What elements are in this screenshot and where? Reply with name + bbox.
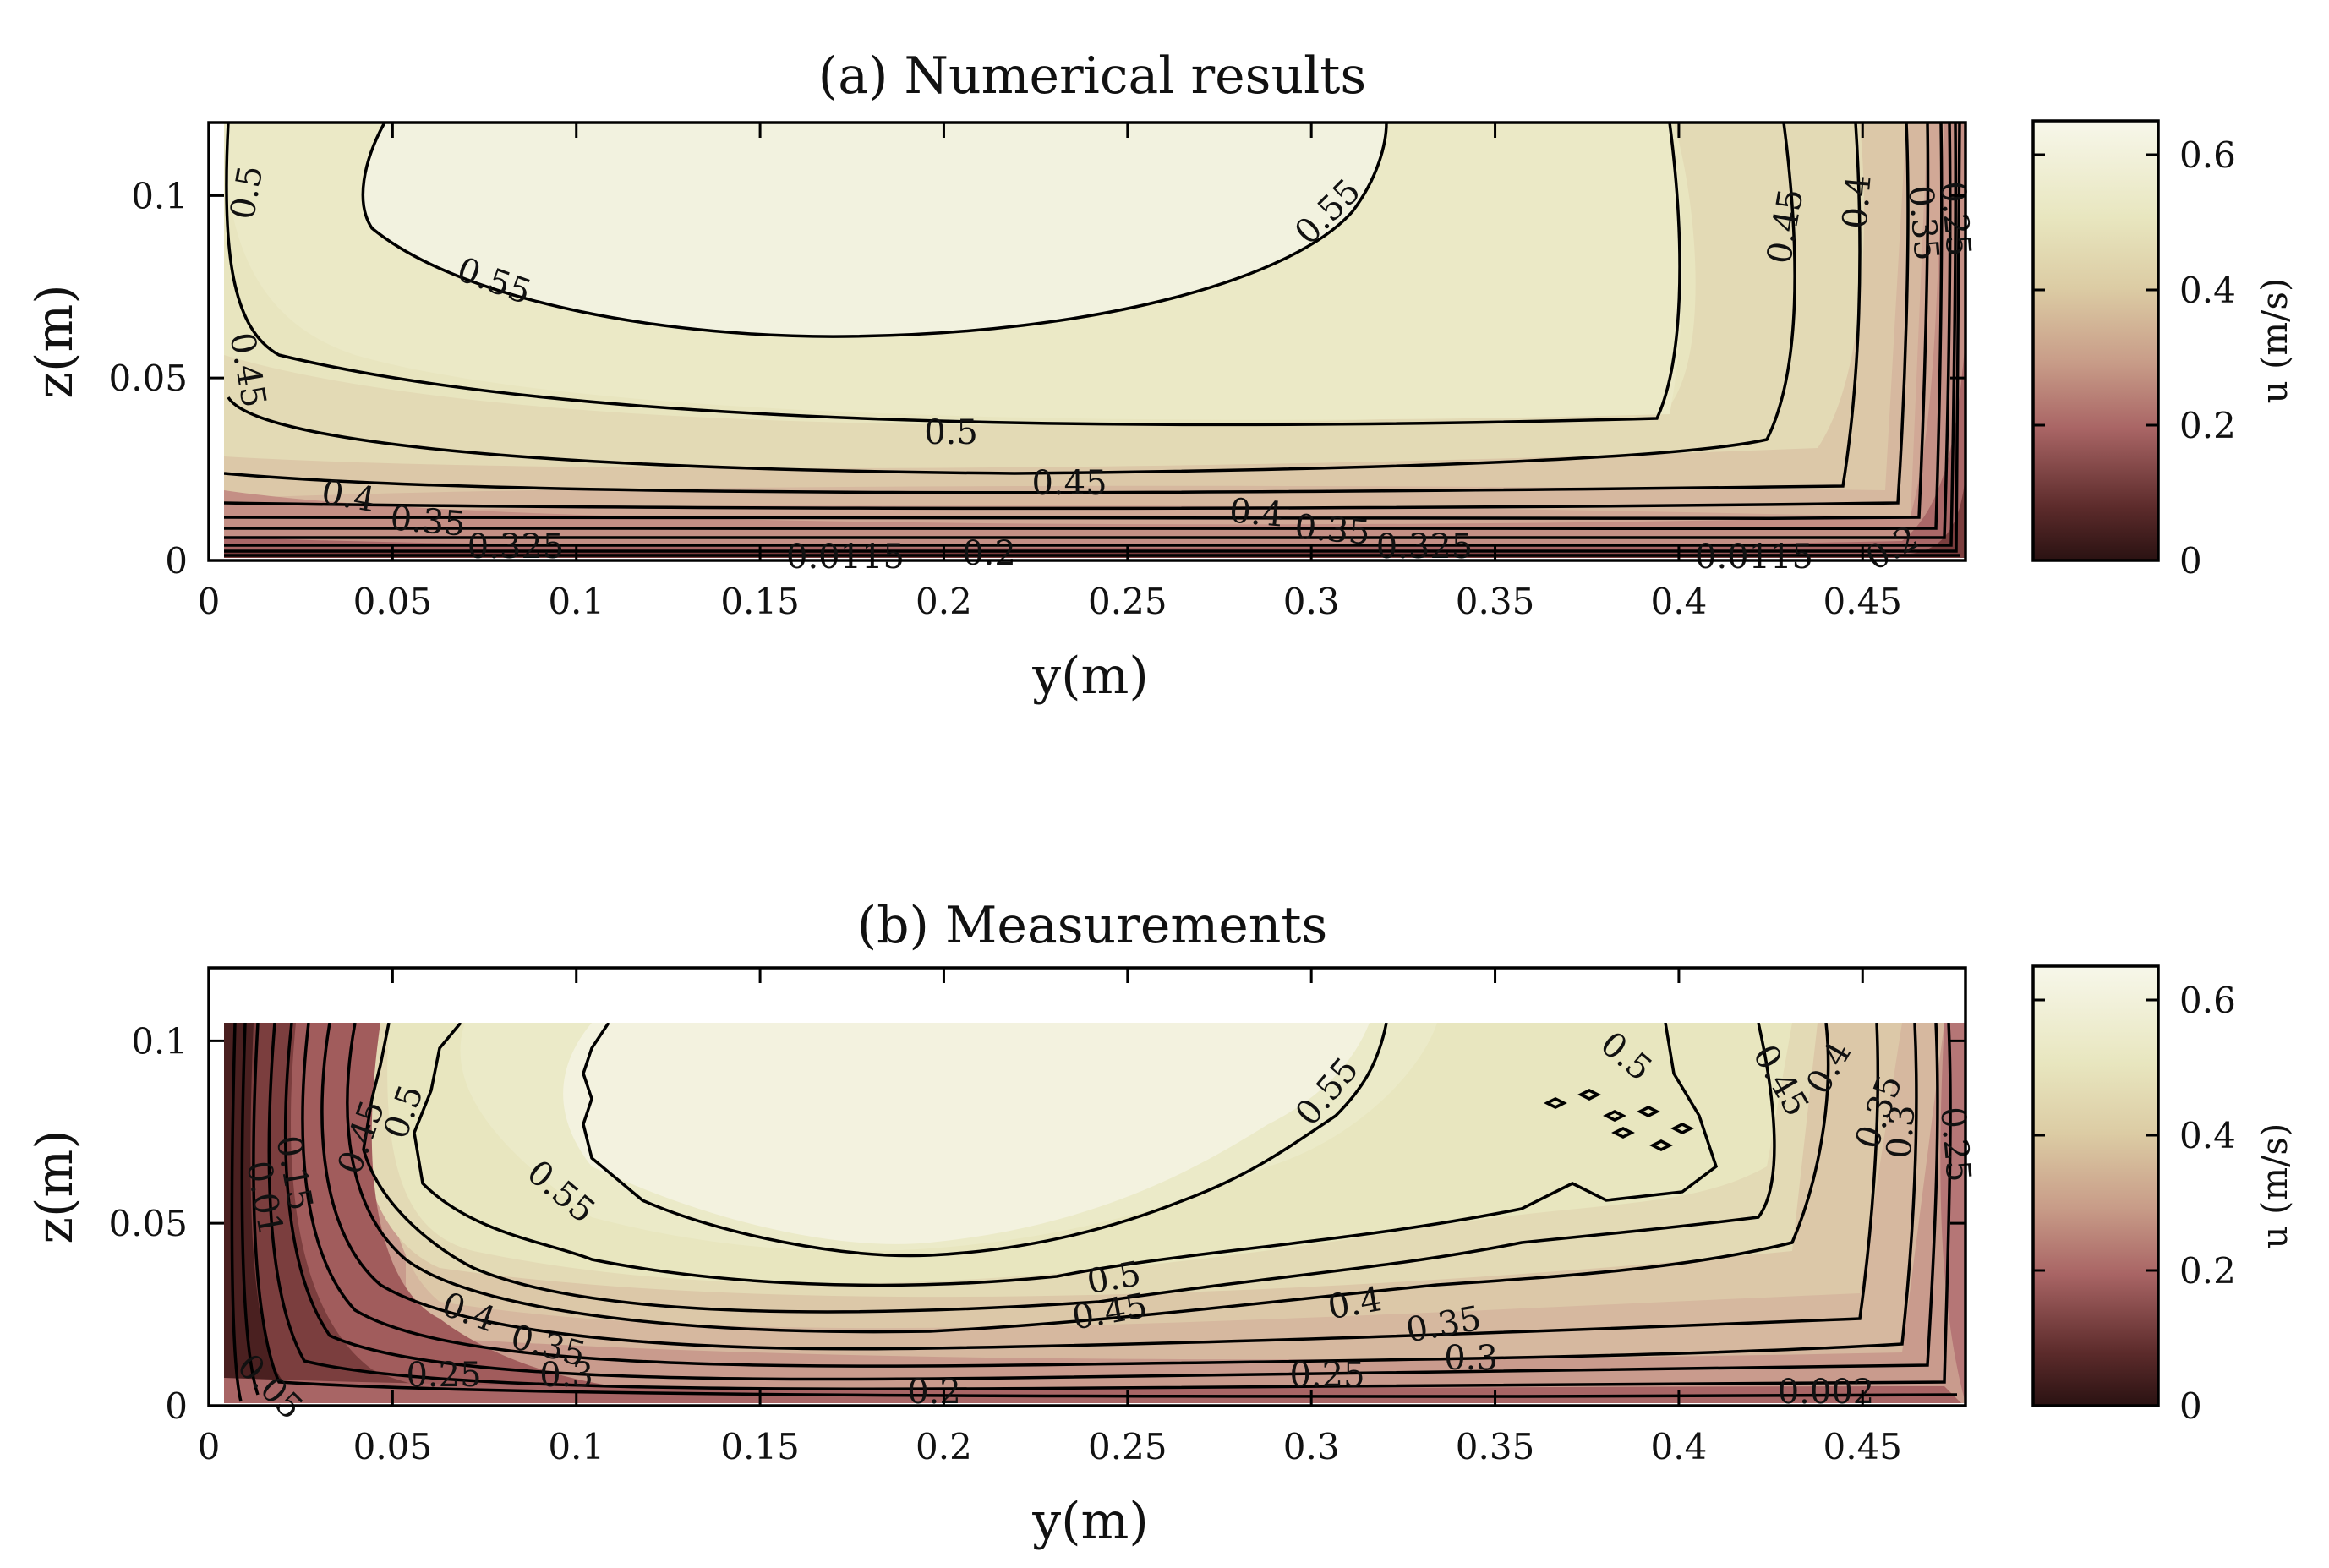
colorbar-tick-label: 0 bbox=[2179, 1385, 2202, 1427]
colorbar-tick-label: 0 bbox=[2179, 540, 2202, 582]
x-tick-label: 0.25 bbox=[1088, 581, 1167, 622]
contour-label: 0.5 bbox=[924, 413, 978, 452]
contour-label: 0.25 bbox=[1289, 1356, 1364, 1395]
y-tick-label: 0.05 bbox=[108, 358, 188, 399]
x-tick-label: 0.35 bbox=[1456, 581, 1535, 622]
x-tick-label: 0.15 bbox=[720, 581, 800, 622]
x-tick-label: 0.15 bbox=[720, 1426, 800, 1467]
y-tick-label: 0.1 bbox=[131, 1020, 188, 1062]
panel-a-axes-frame bbox=[207, 121, 1967, 562]
panel-b-colorbar-ticks: 0 0.2 0.4 0.6 bbox=[2033, 980, 2236, 1427]
contour-label: 0.45 bbox=[1031, 464, 1107, 503]
y-tick-label: 0.1 bbox=[131, 175, 188, 216]
contour-label: 0.35 bbox=[1293, 507, 1372, 553]
contour-label: 0.25 bbox=[1933, 180, 1978, 259]
contour-label: 0.3 bbox=[1444, 1339, 1498, 1378]
contour-label: 0.0115 bbox=[1695, 538, 1813, 576]
colorbar-tick-label: 0.6 bbox=[2179, 134, 2236, 176]
x-tick-label: 0.4 bbox=[1651, 581, 1708, 622]
x-tick-label: 0 bbox=[198, 581, 221, 622]
contour-label: 0.25 bbox=[1933, 1106, 1978, 1184]
x-tick-label: 0.3 bbox=[1283, 581, 1340, 622]
colorbar-tick-label: 0.4 bbox=[2179, 270, 2236, 311]
x-tick-label: 0.1 bbox=[548, 581, 604, 622]
x-tick-label: 0 bbox=[198, 1426, 221, 1467]
panel-a-colorbar-ticks: 0 0.2 0.4 0.6 bbox=[2033, 134, 2236, 582]
panel-b-colorbar-frame bbox=[2031, 964, 2160, 1407]
panel-b-measurements: (b) Measurements bbox=[25, 896, 2295, 1551]
panel-a-colorbar-frame bbox=[2031, 119, 2160, 562]
contour-label: 0.4 bbox=[1835, 173, 1878, 230]
colorbar-tick-label: 0.2 bbox=[2179, 405, 2236, 446]
contour-label: 0.5 bbox=[223, 162, 271, 222]
panel-a-contour-lines bbox=[224, 123, 1961, 557]
panel-b-title: (b) Measurements bbox=[857, 896, 1328, 955]
y-tick-label: 0.05 bbox=[108, 1203, 188, 1244]
contour-label: 0.3 bbox=[1879, 1103, 1922, 1160]
contour-label: 0.2 bbox=[962, 534, 1016, 573]
x-tick-label: 0.1 bbox=[548, 1426, 604, 1467]
panel-a-ticks: 0 0.05 0.1 0.15 0.2 0.25 0.3 0.35 0.4 0.4500.050.… bbox=[108, 123, 1965, 622]
x-tick-label: 0.45 bbox=[1823, 1426, 1903, 1467]
x-tick-label: 0.4 bbox=[1651, 1426, 1708, 1467]
contour-label: 0.5 bbox=[1084, 1254, 1144, 1302]
y-tick-label: 0 bbox=[165, 540, 188, 582]
panel-a-colorbar-label: u (m/s) bbox=[2254, 278, 2295, 404]
x-tick-label: 0.2 bbox=[916, 1426, 972, 1467]
panel-a-xlabel: y(m) bbox=[1031, 647, 1149, 706]
panel-a-title: (a) Numerical results bbox=[818, 46, 1366, 106]
contour-label: 0.3 bbox=[539, 1356, 593, 1395]
panel-b-colorbar bbox=[2033, 966, 2158, 1406]
contour-label: 0.4 bbox=[319, 473, 379, 520]
panel-b-ylabel: z(m) bbox=[25, 1129, 85, 1243]
x-tick-label: 0.25 bbox=[1088, 1426, 1167, 1467]
x-tick-label: 0.2 bbox=[916, 581, 972, 622]
x-tick-label: 0.05 bbox=[353, 581, 433, 622]
colorbar-tick-label: 0.6 bbox=[2179, 980, 2236, 1021]
colorbar-tick-label: 0.2 bbox=[2179, 1250, 2236, 1292]
panel-b-axes-frame bbox=[207, 966, 1967, 1407]
panel-a-colorbar bbox=[2033, 121, 2158, 560]
contour-label: 0.4 bbox=[1227, 491, 1284, 534]
colorbar-tick-label: 0.4 bbox=[2179, 1115, 2236, 1156]
panel-b-ticks: 0 0.05 0.1 0.15 0.2 0.25 0.3 0.35 0.4 0.45 0 0.05 0.… bbox=[108, 968, 1965, 1467]
contour-label: 0.25 bbox=[406, 1356, 481, 1395]
panel-b-colorbar-label: u (m/s) bbox=[2254, 1123, 2295, 1249]
contour-label: 0.35 bbox=[1900, 184, 1946, 263]
x-tick-label: 0.35 bbox=[1456, 1426, 1535, 1467]
panel-b-xlabel: y(m) bbox=[1031, 1492, 1149, 1551]
panel-a-numerical: (a) Numerical results bbox=[25, 46, 2295, 706]
contour-label: 0.35 bbox=[389, 499, 467, 544]
panel-a-filled-contours bbox=[224, 123, 1965, 558]
panel-b-filled-contours bbox=[224, 1023, 1965, 1403]
x-tick-label: 0.3 bbox=[1283, 1426, 1340, 1467]
contour-label: 0.4 bbox=[1325, 1280, 1385, 1327]
panel-a-ylabel: z(m) bbox=[25, 284, 85, 398]
x-tick-label: 0.05 bbox=[353, 1426, 433, 1467]
y-tick-label: 0 bbox=[165, 1385, 188, 1427]
contour-label: 0.0115 bbox=[786, 538, 905, 576]
panel-b-contour-lines bbox=[230, 1023, 1958, 1402]
x-tick-label: 0.45 bbox=[1823, 581, 1903, 622]
